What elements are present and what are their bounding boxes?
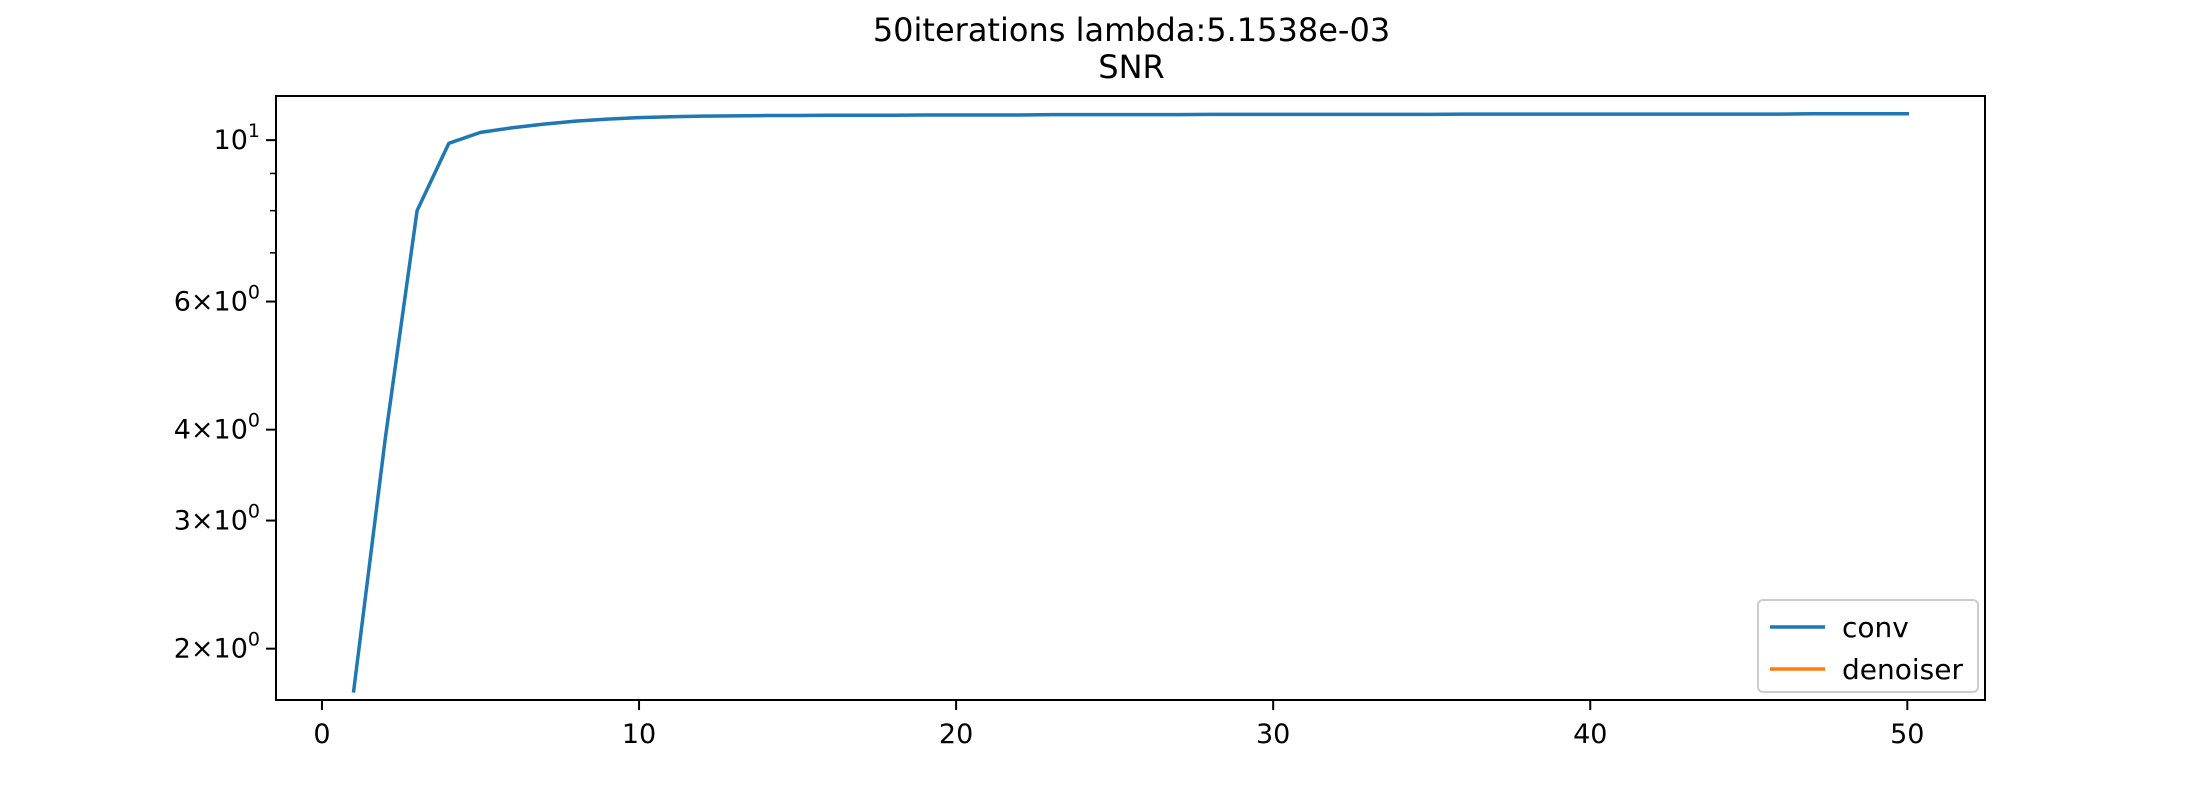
plot-frame: [275, 95, 1986, 701]
legend-label-denoiser: denoiser: [1842, 653, 1963, 686]
x-tick-label: 50: [1890, 719, 1924, 750]
y-tick-label: 3×100: [174, 501, 260, 537]
x-tick-label: 40: [1573, 719, 1607, 750]
chart-subtitle: SNR: [1098, 48, 1165, 86]
y-tick-label: 101: [214, 120, 260, 156]
x-tick-label: 20: [939, 719, 973, 750]
y-tick-label: 4×100: [174, 410, 260, 446]
y-tick-label: 6×100: [174, 282, 260, 318]
series-line-conv: [351, 112, 1910, 693]
x-tick-label: 30: [1256, 719, 1290, 750]
x-tick-label: 10: [622, 719, 656, 750]
chart-title: 50iterations lambda:5.1538e-03: [872, 11, 1391, 49]
legend-label-conv: conv: [1842, 611, 1909, 644]
y-tick-label: 2×100: [174, 629, 260, 665]
x-tick-label: 0: [313, 719, 330, 750]
